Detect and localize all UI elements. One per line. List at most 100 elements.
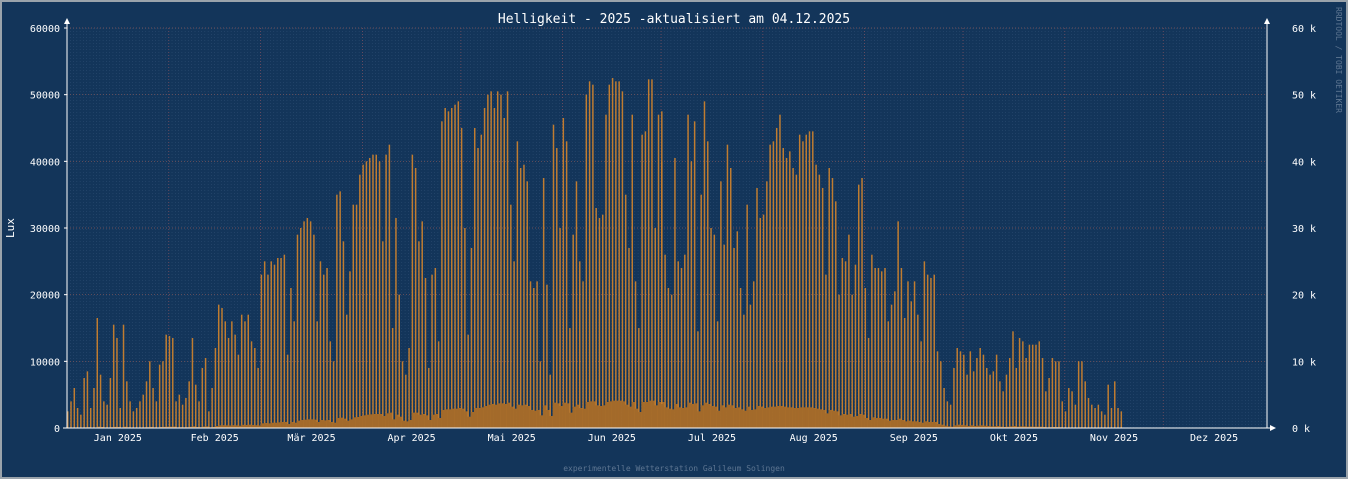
bar-daily-max xyxy=(1097,404,1100,428)
bar-daily-max xyxy=(227,338,230,428)
bar-daily-min xyxy=(746,406,750,428)
bar-daily-max xyxy=(405,374,407,428)
bar-daily-min xyxy=(257,425,261,428)
bar-daily-min xyxy=(588,401,593,428)
bar-daily-max xyxy=(644,131,647,429)
bar-daily-max xyxy=(1028,344,1031,428)
bar-daily-min xyxy=(828,410,832,428)
bar-daily-max xyxy=(309,221,312,428)
bar-daily-max xyxy=(726,144,729,428)
bar-daily-min xyxy=(999,426,1003,428)
bar-daily-max xyxy=(966,374,968,428)
bar-daily-min xyxy=(490,404,494,428)
bar-daily-max xyxy=(217,304,220,428)
bar-daily-max xyxy=(428,368,430,428)
bar-daily-min xyxy=(1031,426,1036,428)
bar-daily-min xyxy=(608,401,613,428)
bar-daily-max xyxy=(372,154,374,428)
bar-daily-min xyxy=(572,406,576,428)
bar-daily-max xyxy=(664,254,666,428)
bar-daily-max xyxy=(503,118,506,428)
bar-daily-min xyxy=(454,408,458,428)
bar-daily-max xyxy=(628,248,630,428)
bar-daily-min xyxy=(769,406,773,428)
bar-daily-min xyxy=(457,408,462,428)
bar-daily-min xyxy=(1041,426,1046,428)
bar-daily-max xyxy=(451,108,453,428)
bar-daily-min xyxy=(428,420,432,428)
bar-daily-max xyxy=(234,334,236,428)
bar-daily-min xyxy=(743,410,747,428)
bar-daily-max xyxy=(1038,341,1041,428)
x-tick-label: Jun 2025 xyxy=(588,433,636,444)
bar-daily-min xyxy=(359,416,363,428)
bar-daily-max xyxy=(336,194,338,428)
bar-daily-min xyxy=(201,426,206,428)
bar-daily-min xyxy=(861,414,865,428)
bar-daily-max xyxy=(923,261,926,428)
bar-daily-max xyxy=(641,134,643,428)
bar-daily-max xyxy=(270,261,272,428)
bar-daily-min xyxy=(624,404,629,428)
bar-daily-max xyxy=(1051,358,1054,428)
bar-daily-min xyxy=(1008,426,1013,428)
bar-daily-min xyxy=(345,420,350,428)
bar-daily-max xyxy=(907,281,909,428)
bar-daily-max xyxy=(1104,414,1106,428)
bar-daily-max xyxy=(473,128,476,428)
bar-daily-min xyxy=(214,426,219,428)
bar-daily-min xyxy=(434,414,439,428)
bar-daily-min xyxy=(798,407,803,428)
bar-daily-max xyxy=(290,288,292,428)
bar-daily-min xyxy=(437,418,442,428)
bar-daily-max xyxy=(949,404,952,428)
y-tick-label-left: 60000 xyxy=(30,24,60,35)
bar-daily-max xyxy=(1120,411,1123,428)
bar-daily-max xyxy=(835,201,837,428)
bar-daily-max xyxy=(779,114,781,429)
bar-daily-min xyxy=(549,416,553,428)
bar-daily-max xyxy=(621,91,624,428)
bar-daily-min xyxy=(536,410,540,428)
bar-daily-max xyxy=(454,104,456,429)
bar-daily-min xyxy=(309,419,314,428)
bar-daily-min xyxy=(112,426,117,428)
bar-daily-max xyxy=(611,78,614,428)
bar-daily-max xyxy=(871,254,873,428)
bar-daily-min xyxy=(959,425,964,428)
bar-daily-max xyxy=(785,158,788,428)
bar-daily-min xyxy=(483,406,488,428)
bar-daily-max xyxy=(638,328,640,428)
bar-daily-max xyxy=(424,278,427,428)
bar-daily-min xyxy=(726,404,731,428)
bar-daily-max xyxy=(992,371,995,428)
bar-daily-max xyxy=(398,294,400,428)
bar-daily-max xyxy=(693,121,696,428)
bar-daily-min xyxy=(867,420,872,428)
bar-daily-max xyxy=(300,228,302,428)
bar-daily-min xyxy=(880,418,885,428)
bar-daily-max xyxy=(214,348,217,428)
bar-daily-max xyxy=(355,204,358,428)
bar-daily-max xyxy=(956,348,958,428)
bar-daily-min xyxy=(700,405,704,428)
bar-daily-min xyxy=(569,412,573,428)
bar-daily-max xyxy=(126,381,128,428)
bar-daily-max xyxy=(83,378,85,428)
bar-daily-max xyxy=(999,381,1001,428)
bar-daily-min xyxy=(940,424,944,428)
bar-daily-max xyxy=(240,314,243,428)
bar-daily-max xyxy=(917,314,919,428)
bar-daily-min xyxy=(316,422,320,428)
bar-daily-max xyxy=(982,354,985,428)
bar-daily-max xyxy=(388,144,391,428)
bar-daily-max xyxy=(80,414,82,428)
bar-daily-min xyxy=(615,400,619,428)
bar-daily-max xyxy=(710,228,712,428)
bar-daily-min xyxy=(785,407,790,428)
bar-daily-min xyxy=(116,426,120,428)
bar-daily-min xyxy=(601,405,606,428)
bar-daily-max xyxy=(1071,391,1073,428)
bar-daily-min xyxy=(168,426,173,428)
bar-daily-min xyxy=(684,407,688,428)
